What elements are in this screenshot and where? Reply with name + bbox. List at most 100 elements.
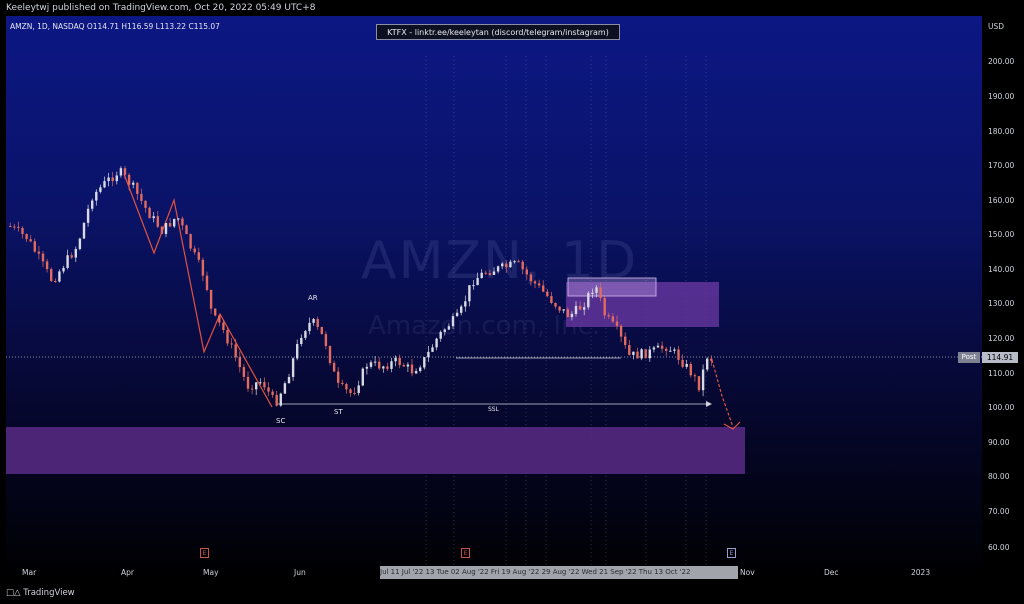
earnings-event-upcoming[interactable]: E (727, 548, 736, 558)
candle-body (250, 388, 254, 390)
candle-body (369, 362, 373, 367)
candle-body (439, 331, 442, 339)
candle-body (308, 322, 311, 332)
candle-body (685, 363, 688, 367)
candle-body (214, 308, 217, 316)
price-tick: 170.00 (988, 161, 1015, 170)
brand-name[interactable]: TradingView (23, 588, 75, 598)
candle-body (480, 272, 483, 279)
candle-body (66, 255, 69, 268)
candle-body (550, 296, 553, 304)
candle-body (472, 285, 475, 287)
candle-body (546, 291, 549, 297)
candle-body (74, 248, 77, 258)
candle-body (9, 226, 12, 227)
candle-body (54, 280, 57, 282)
candle-body (554, 303, 557, 307)
candle-body (160, 226, 164, 234)
candle-body (595, 287, 598, 293)
candle-body (123, 168, 127, 175)
price-axis[interactable]: USD 200.00 190.00 180.00 170.00 160.00 1… (982, 16, 1024, 580)
candle-body (17, 226, 20, 228)
candle-body (242, 367, 246, 377)
candle-body (91, 200, 94, 209)
candle-body (427, 351, 430, 358)
price-tick: 110.00 (988, 369, 1015, 378)
candle-body (300, 337, 303, 344)
candle-body (349, 389, 352, 394)
candle-body (255, 382, 258, 390)
candle-body (25, 233, 28, 240)
candle-body (119, 168, 123, 176)
current-price-tag: 114.91 (982, 352, 1018, 363)
candle-body (312, 319, 315, 323)
candle-body (669, 350, 672, 352)
candle-body (99, 187, 102, 192)
currency-label: USD (988, 22, 1005, 31)
candle-body (423, 357, 426, 368)
time-range-highlight: Jul 11 Jul '22 13 Tue 02 Aug '22 Fri 19 … (380, 566, 738, 579)
candle-body (246, 376, 250, 389)
candle-body (140, 193, 143, 201)
projection-line (711, 359, 734, 428)
candle-body (394, 357, 397, 362)
candle-body (21, 227, 24, 234)
candle-body (226, 329, 229, 344)
earnings-event-1[interactable]: E (200, 548, 209, 558)
time-tick: Jun (294, 568, 306, 577)
candle-body (337, 371, 340, 383)
candle-body (525, 269, 528, 275)
price-tick: 90.00 (988, 438, 1010, 447)
candle-body (230, 343, 233, 345)
price-tick: 150.00 (988, 230, 1015, 239)
candle-body (632, 351, 635, 355)
candle-body (566, 309, 569, 318)
candle-body (603, 297, 606, 316)
candle-body (365, 366, 369, 369)
candle-body (185, 225, 188, 235)
price-tick: 180.00 (988, 127, 1015, 136)
label-sc: SC (276, 417, 286, 425)
candle-body (619, 325, 623, 337)
candle-body (435, 338, 438, 348)
candle-body (62, 267, 65, 272)
candle-body (173, 218, 176, 227)
time-tick: 2023 (911, 568, 931, 577)
earnings-event-2[interactable]: E (461, 548, 470, 558)
post-market-badge: Post (958, 352, 980, 363)
candle-body (193, 248, 196, 253)
candle-body (70, 255, 73, 258)
candle-body (656, 345, 660, 348)
candle-body (111, 177, 114, 182)
chart-pane[interactable]: AMZN, 1D Amazon.com, Inc. (6, 16, 982, 580)
candle-body (41, 253, 45, 262)
time-axis[interactable]: Mar Apr May Jun Jul 11 Jul '22 13 Tue 02… (6, 566, 982, 580)
candle-body (628, 345, 631, 355)
candle-body (127, 174, 131, 185)
candle-body (291, 358, 295, 377)
candle-body (513, 261, 516, 263)
candle-body (570, 313, 574, 318)
symbol-watermark-sub: Amazon.com, Inc. (368, 311, 601, 341)
candle-body (419, 367, 422, 372)
price-tick: 190.00 (988, 92, 1015, 101)
candle-body (562, 309, 565, 311)
candle-body (353, 393, 356, 395)
candle-body (451, 316, 455, 327)
candle-body (587, 292, 590, 308)
price-tick: 130.00 (988, 299, 1015, 308)
candle-body (205, 275, 209, 290)
candle-body (578, 305, 582, 310)
candle-body (636, 351, 639, 359)
candle-body (447, 326, 451, 330)
candle-body (640, 349, 643, 359)
candle-body (78, 238, 82, 249)
candle-body (496, 266, 500, 272)
price-tick: 70.00 (988, 507, 1010, 516)
candle-body (132, 182, 135, 185)
candle-body (386, 366, 389, 369)
candle-body (665, 348, 668, 351)
candle-body (443, 329, 446, 332)
candle-body (378, 361, 381, 369)
candle-body (275, 394, 278, 406)
